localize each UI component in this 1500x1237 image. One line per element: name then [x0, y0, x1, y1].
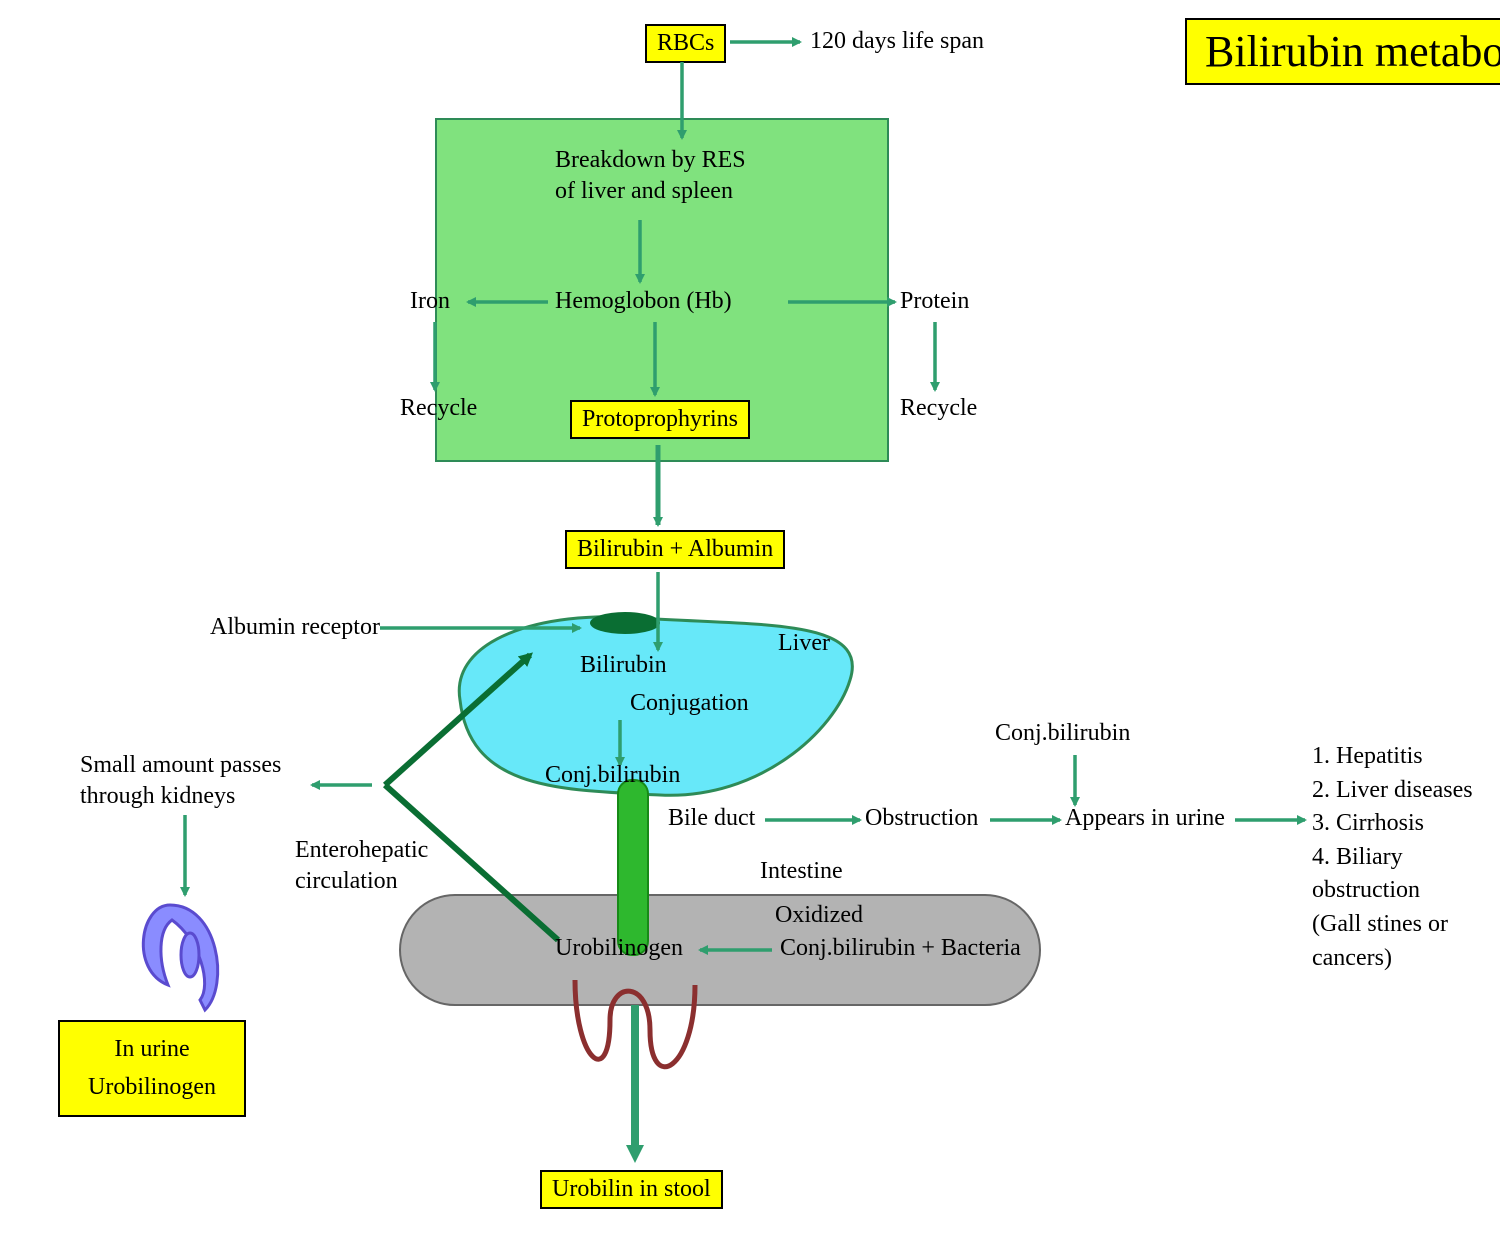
kidneys-text: Small amount passesthrough kidneys: [80, 750, 281, 812]
protoporphyrins-box: Protoprophyrins: [570, 400, 750, 439]
albumin-receptor-label: Albumin receptor: [210, 614, 380, 641]
diagram-canvas: Bilirubin metabolism RBCs 120 days life …: [0, 0, 1500, 1237]
urobilin-stool-label: Urobilin in stool: [552, 1176, 711, 1202]
bilirubin-in-liver: Bilirubin: [580, 652, 667, 679]
bilirubin-albumin-label: Bilirubin + Albumin: [577, 536, 773, 562]
cause-4: 4. Biliary obstruction: [1312, 841, 1500, 908]
liver-label: Liver: [778, 630, 830, 657]
kidney-shape: [143, 905, 217, 1010]
cause-1: 1. Hepatitis: [1312, 740, 1500, 774]
conj-bilirubin-top: Conj.bilirubin: [995, 720, 1130, 747]
recycle-right-label: Recycle: [900, 395, 977, 422]
kidney-hilum: [181, 933, 199, 977]
intestine-label: Intestine: [760, 858, 843, 885]
cause-5: (Gall stines or cancers): [1312, 908, 1500, 975]
bile-duct-label: Bile duct: [668, 805, 755, 832]
cause-3: 3. Cirrhosis: [1312, 807, 1500, 841]
rbcs-box: RBCs: [645, 24, 726, 63]
protoporphyrins-label: Protoprophyrins: [582, 406, 738, 432]
iron-label: Iron: [410, 288, 450, 315]
recycle-left-label: Recycle: [400, 395, 477, 422]
causes-list: 1. Hepatitis 2. Liver diseases 3. Cirrho…: [1312, 740, 1500, 975]
title-box: Bilirubin metabolism: [1185, 18, 1500, 85]
cause-2: 2. Liver diseases: [1312, 774, 1500, 808]
conj-bilirubin-bacteria: Conj.bilirubin + Bacteria: [780, 935, 1021, 962]
bilirubin-albumin-box: Bilirubin + Albumin: [565, 530, 785, 569]
urobilinogen-label: Urobilinogen: [555, 935, 683, 962]
villi-shape: [575, 980, 695, 1067]
conjugation-label: Conjugation: [630, 690, 749, 717]
urobilin-stool-box: Urobilin in stool: [540, 1170, 723, 1209]
receptor-ellipse: [590, 612, 660, 634]
bile-duct-shape: [618, 780, 648, 955]
protein-label: Protein: [900, 288, 969, 315]
title-text: Bilirubin metabolism: [1205, 27, 1500, 76]
obstruction-label: Obstruction: [865, 805, 978, 832]
enterohepatic-label: Enterohepaticcirculation: [295, 835, 428, 897]
hemoglobin-label: Hemoglobon (Hb): [555, 288, 732, 315]
oxidized-label: Oxidized: [775, 902, 863, 929]
lifespan-label: 120 days life span: [810, 28, 984, 55]
urine-line2: Urobilinogen: [88, 1068, 216, 1106]
appears-in-urine: Appears in urine: [1065, 805, 1225, 832]
urine-line1: In urine: [88, 1030, 216, 1068]
urine-box: In urine Urobilinogen: [58, 1020, 246, 1117]
breakdown-label: Breakdown by RESof liver and spleen: [555, 145, 815, 207]
conj-bilirubin-liver: Conj.bilirubin: [545, 762, 680, 789]
rbcs-label: RBCs: [657, 30, 714, 56]
